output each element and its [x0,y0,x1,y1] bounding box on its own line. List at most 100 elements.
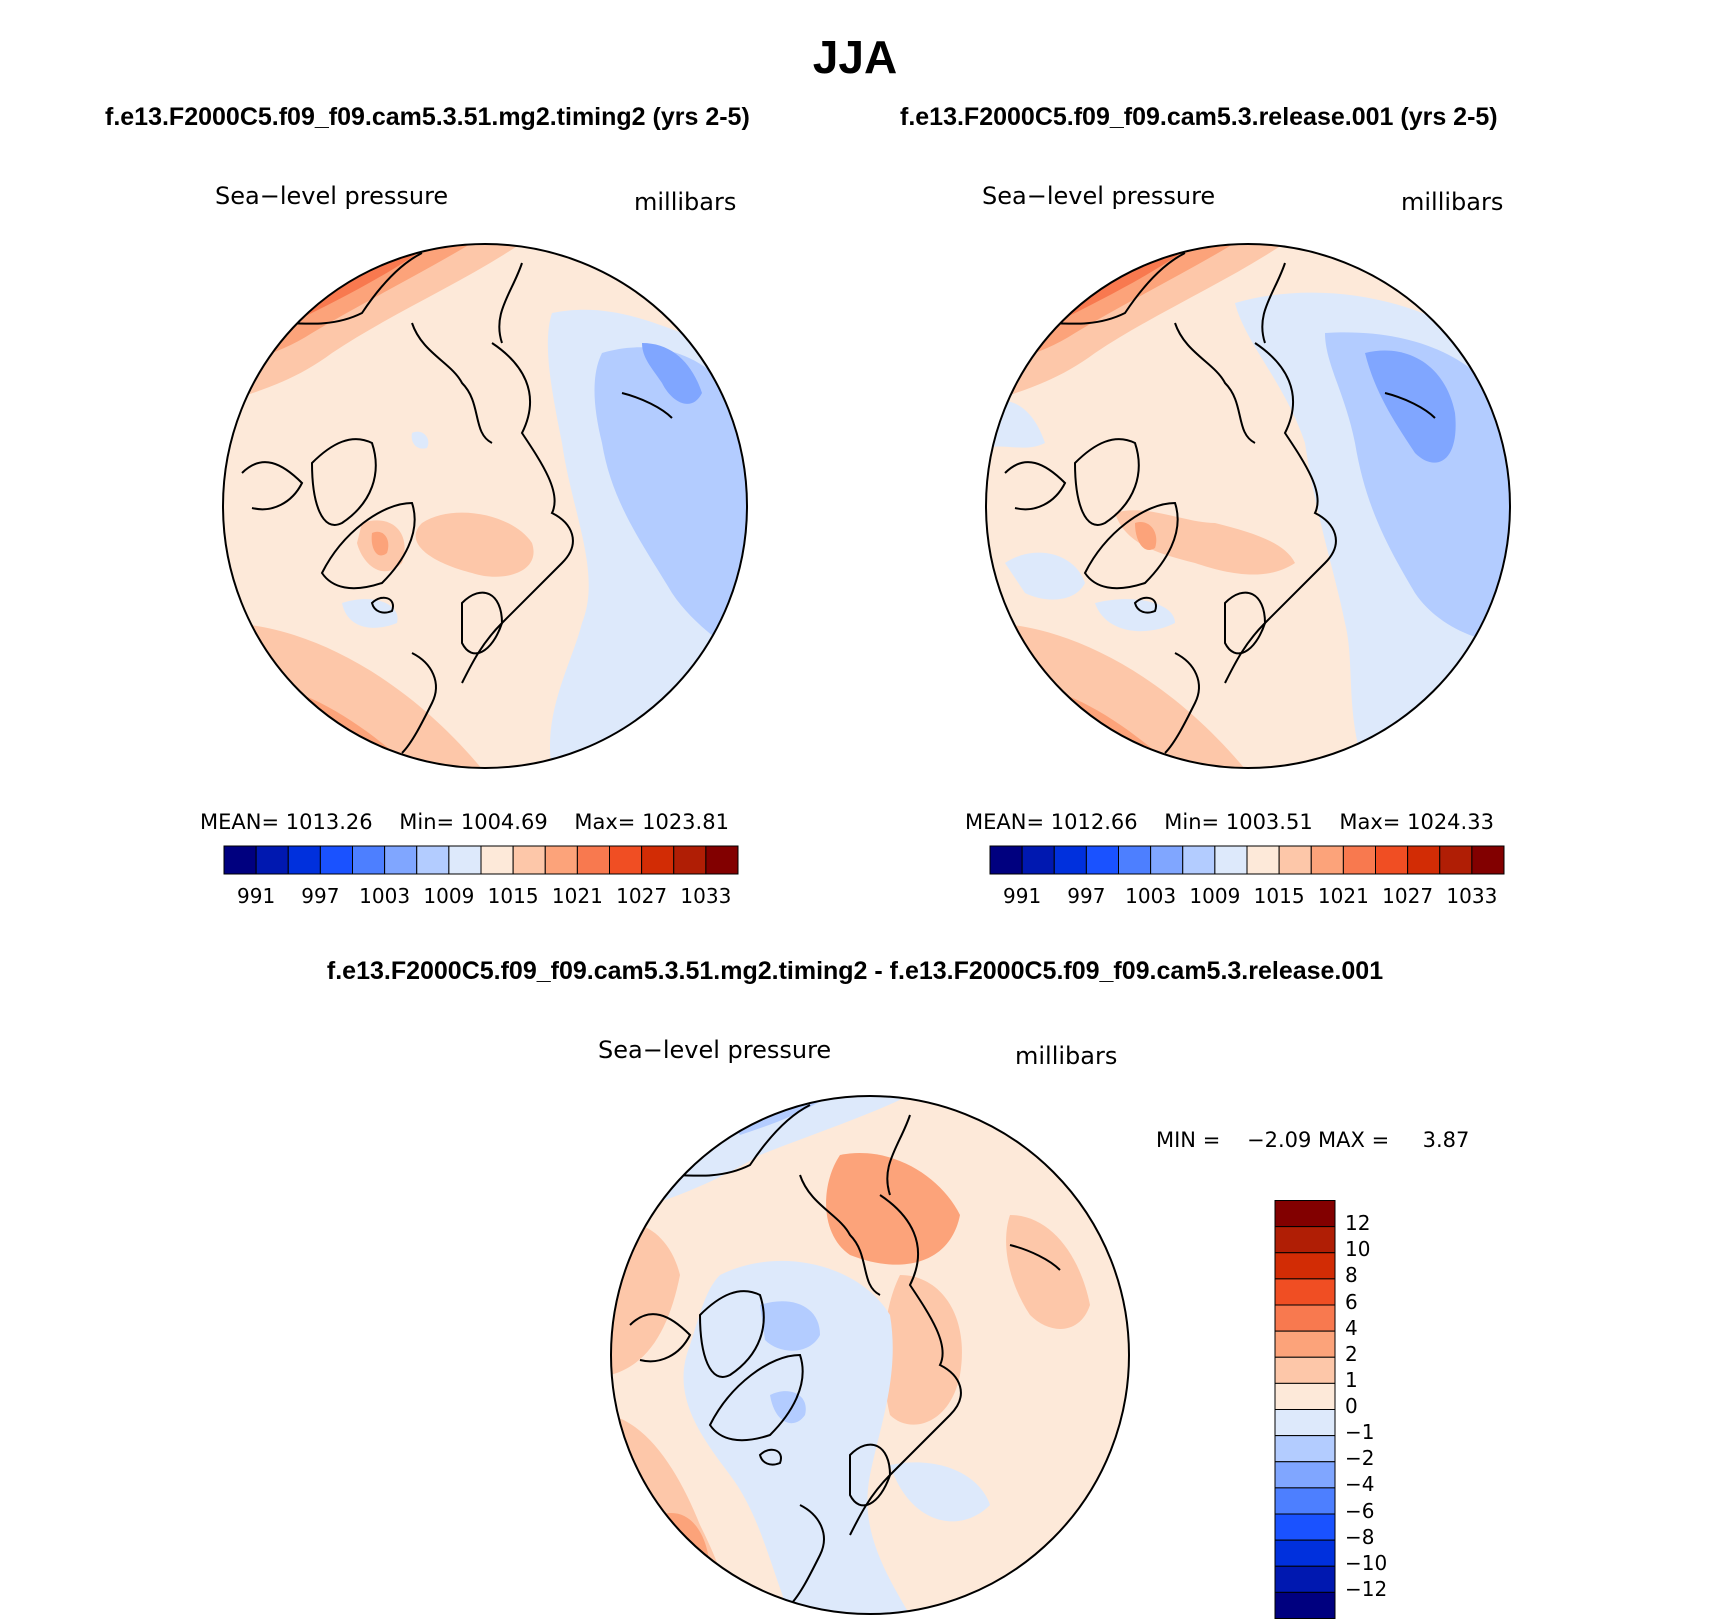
colorbar-swatch [1439,845,1473,875]
panel1-min-label: Min= [399,810,455,834]
colorbar-tick-label: 0 [1345,1394,1358,1418]
panel2-units-label: millibars [1401,188,1504,216]
colorbar-swatch [223,845,257,875]
diff-units-label: millibars [1015,1042,1118,1070]
colorbar-tick-label: 1021 [551,884,603,908]
diff-colorbar-labels: 12 10 8 6 4 2 1 0 −1 −2 −4 −6 −8 −10 −12 [1345,1197,1405,1615]
colorbar-tick-label: 6 [1345,1289,1358,1314]
colorbar-swatch [1274,1487,1336,1515]
colorbar-tick-label: −2 [1345,1446,1375,1471]
colorbar-swatch [576,845,610,875]
colorbar-swatch [544,845,578,875]
colorbar-tick-label: 1003 [359,884,411,908]
panel1-min-value: 1004.69 [460,810,548,834]
colorbar-swatch [1310,845,1344,875]
colorbar-swatch [1274,1252,1336,1280]
colorbar-tick-label: 1003 [1125,884,1177,908]
panel2-colorbar [989,845,1505,875]
colorbar-tick-label: 8 [1345,1263,1358,1288]
diff-colorbar [1274,1200,1336,1619]
panel1-polar-map [222,243,748,769]
colorbar-tick-label: 1027 [616,884,668,908]
colorbar-tick-label: 1015 [1253,884,1305,908]
panel2-mean-label: MEAN= [965,810,1045,834]
panel1-variable-label: Sea−level pressure [215,182,449,210]
panel2-polar-map [985,243,1511,769]
colorbar-swatch [1274,1304,1336,1332]
diff-case-title: f.e13.F2000C5.f09_f09.cam5.3.51.mg2.timi… [326,957,1384,985]
panel2-min-value: 1003.51 [1225,810,1313,834]
colorbar-tick-label: −6 [1345,1498,1375,1523]
colorbar-swatch [1274,1382,1336,1410]
colorbar-swatch [1274,1461,1336,1489]
colorbar-swatch [1274,1513,1336,1541]
colorbar-swatch [1246,845,1280,875]
colorbar-swatch [1182,845,1216,875]
colorbar-tick-label: −10 [1345,1550,1388,1575]
panel2-colorbar-labels: 991 997 1003 1009 1015 1021 1027 1033 [990,884,1504,908]
colorbar-swatch [448,845,482,875]
colorbar-swatch [1274,1226,1336,1254]
colorbar-swatch [1278,845,1312,875]
colorbar-tick-label: 4 [1345,1315,1358,1340]
diff-variable-label: Sea−level pressure [598,1036,832,1064]
colorbar-swatch [1150,845,1184,875]
colorbar-swatch [512,845,546,875]
colorbar-swatch [319,845,353,875]
colorbar-tick-label: 997 [1067,884,1106,908]
panel2-max-label: Max= [1339,810,1401,834]
colorbar-tick-label: −4 [1345,1472,1375,1497]
panel1-max-label: Max= [574,810,636,834]
diff-max-value: 3.87 [1422,1128,1470,1152]
diff-max-label: MAX = [1318,1128,1390,1152]
panel1-mean-value: 1013.26 [285,810,373,834]
panel1-stats: MEAN= 1013.26 Min= 1004.69 Max= 1023.81 [200,810,729,834]
colorbar-tick-label: 2 [1345,1341,1358,1366]
colorbar-tick-label: 1015 [487,884,539,908]
colorbar-swatch [1274,1565,1336,1593]
colorbar-swatch [352,845,386,875]
panel1-mean-label: MEAN= [200,810,280,834]
colorbar-swatch [1274,1539,1336,1567]
figure-title: JJA [812,31,898,83]
colorbar-tick-label: 1 [1345,1367,1358,1392]
colorbar-swatch [287,845,321,875]
colorbar-swatch [705,845,739,875]
colorbar-swatch [641,845,675,875]
colorbar-tick-label: 1009 [423,884,475,908]
colorbar-swatch [1214,845,1248,875]
panel1-colorbar-labels: 991 997 1003 1009 1015 1021 1027 1033 [224,884,738,908]
colorbar-swatch [1407,845,1441,875]
colorbar-swatch [1274,1200,1336,1228]
colorbar-tick-label: 991 [237,884,276,908]
colorbar-swatch [1274,1409,1336,1437]
colorbar-swatch [1342,845,1376,875]
colorbar-swatch [384,845,418,875]
panel2-variable-label: Sea−level pressure [982,182,1216,210]
colorbar-tick-label: −12 [1345,1576,1388,1601]
colorbar-swatch [1274,1435,1336,1463]
colorbar-swatch [480,845,514,875]
panel2-stats: MEAN= 1012.66 Min= 1003.51 Max= 1024.33 [965,810,1494,834]
colorbar-swatch [1274,1591,1336,1619]
diff-stats: MIN = −2.09 MAX = 3.87 [1156,1128,1469,1152]
colorbar-tick-label: 1027 [1382,884,1434,908]
colorbar-swatch [609,845,643,875]
panel1-case-title: f.e13.F2000C5.f09_f09.cam5.3.51.mg2.timi… [105,103,750,131]
panel2-case-title: f.e13.F2000C5.f09_f09.cam5.3.release.001… [900,103,1498,131]
panel2-mean-value: 1012.66 [1050,810,1138,834]
colorbar-swatch [1274,1278,1336,1306]
colorbar-tick-label: 12 [1345,1211,1371,1236]
colorbar-swatch [1471,845,1505,875]
colorbar-swatch [673,845,707,875]
colorbar-swatch [1021,845,1055,875]
colorbar-tick-label: 991 [1003,884,1042,908]
colorbar-swatch [989,845,1023,875]
colorbar-swatch [1085,845,1119,875]
colorbar-tick-label: 997 [301,884,340,908]
colorbar-tick-label: −1 [1345,1420,1375,1445]
colorbar-tick-label: 10 [1345,1237,1371,1262]
diff-polar-map [610,1095,1130,1615]
colorbar-swatch [1274,1356,1336,1384]
diff-min-value: −2.09 [1247,1128,1312,1152]
